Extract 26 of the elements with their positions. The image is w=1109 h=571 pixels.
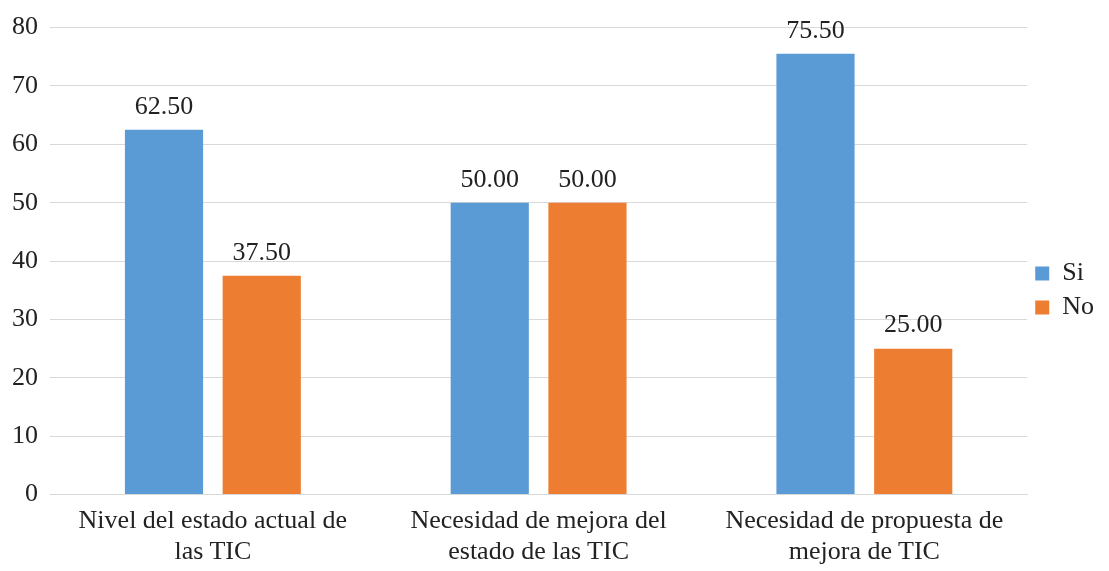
y-tick-label: 10 [12,420,38,450]
y-tick-label: 20 [12,361,38,391]
data-label: 62.50 [134,90,194,120]
y-tick-label: 30 [12,303,38,333]
data-label: 37.50 [232,236,291,266]
y-tick-label: 70 [12,69,38,99]
legend-label: Si [1062,257,1084,287]
bar [222,275,301,495]
bar [124,129,204,495]
x-tick-label: Necesidad de propuesta de mejora de TIC [725,505,1004,566]
x-tick-label: Necesidad de mejora del estado de las TIC [410,505,667,566]
data-label: 25.00 [883,309,943,339]
x-tick-label: Nivel del estado actual de las TIC [78,505,348,566]
y-tick-label: 60 [12,128,38,158]
y-tick-label: 0 [25,478,38,508]
bar [874,348,953,495]
legend-label: No [1062,291,1094,321]
y-tick-label: 80 [12,11,38,41]
data-label: 75.50 [786,14,845,44]
bar [450,202,529,495]
y-tick-label: 40 [12,244,38,274]
data-label: 50.00 [558,163,617,193]
y-tick-label: 50 [12,186,38,216]
bar [776,53,855,495]
data-label: 50.00 [460,163,519,193]
bar [548,202,627,495]
